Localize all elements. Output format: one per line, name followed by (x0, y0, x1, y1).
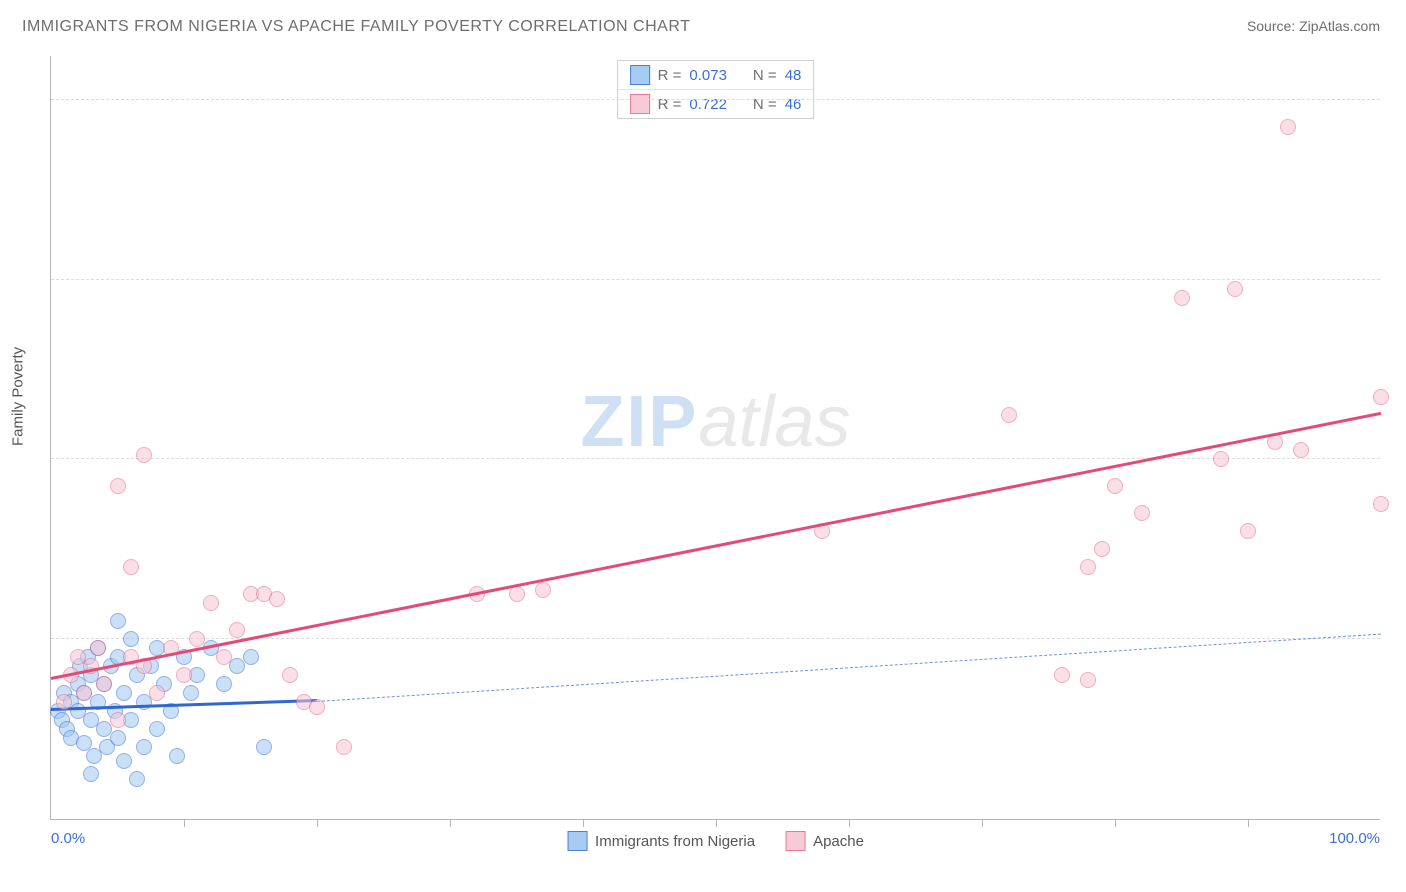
data-point (136, 447, 152, 463)
r-value-0: 0.073 (689, 67, 727, 84)
data-point (123, 631, 139, 647)
series-legend-item-0: Immigrants from Nigeria (567, 831, 755, 851)
data-point (309, 699, 325, 715)
r-label-0: R = (658, 67, 682, 84)
data-point (256, 739, 272, 755)
data-point (336, 739, 352, 755)
series-legend: Immigrants from Nigeria Apache (567, 831, 864, 851)
correlation-chart: IMMIGRANTS FROM NIGERIA VS APACHE FAMILY… (0, 0, 1406, 892)
gridline-h (51, 99, 1380, 100)
source-label: Source: (1247, 18, 1299, 34)
legend-swatch-b0 (567, 831, 587, 851)
stats-legend: R = 0.073 N = 48 R = 0.722 N = 46 (617, 60, 815, 119)
data-point (149, 685, 165, 701)
data-point (1293, 442, 1309, 458)
data-point (189, 631, 205, 647)
data-point (1107, 478, 1123, 494)
data-point (1227, 281, 1243, 297)
data-point (216, 676, 232, 692)
data-point (96, 676, 112, 692)
series-name-0: Immigrants from Nigeria (595, 833, 755, 850)
x-tick-label: 100.0% (1329, 830, 1380, 847)
trend-line (317, 634, 1381, 702)
legend-swatch-1 (630, 94, 650, 114)
data-point (509, 586, 525, 602)
gridline-h (51, 279, 1380, 280)
data-point (1080, 672, 1096, 688)
x-tick (317, 819, 318, 827)
data-point (1001, 407, 1017, 423)
data-point (1373, 496, 1389, 512)
x-tick (184, 819, 185, 827)
legend-swatch-b1 (785, 831, 805, 851)
data-point (1174, 290, 1190, 306)
plot-area: ZIPatlas R = 0.073 N = 48 R = 0.722 N = … (50, 56, 1380, 820)
chart-title: IMMIGRANTS FROM NIGERIA VS APACHE FAMILY… (22, 18, 690, 36)
x-tick (1248, 819, 1249, 827)
data-point (110, 730, 126, 746)
x-tick (982, 819, 983, 827)
data-point (1080, 559, 1096, 575)
data-point (123, 559, 139, 575)
legend-swatch-0 (630, 65, 650, 85)
x-tick (849, 819, 850, 827)
data-point (136, 739, 152, 755)
data-point (1094, 541, 1110, 557)
data-point (110, 613, 126, 629)
gridline-h (51, 458, 1380, 459)
x-tick (450, 819, 451, 827)
data-point (90, 640, 106, 656)
data-point (1213, 451, 1229, 467)
series-name-1: Apache (813, 833, 864, 850)
data-point (203, 595, 219, 611)
series-legend-item-1: Apache (785, 831, 864, 851)
n-label-0: N = (753, 67, 777, 84)
data-point (169, 748, 185, 764)
x-tick (1115, 819, 1116, 827)
data-point (129, 771, 145, 787)
data-point (149, 721, 165, 737)
data-point (116, 685, 132, 701)
x-tick-label: 0.0% (51, 830, 85, 847)
source-name: ZipAtlas.com (1299, 18, 1380, 34)
data-point (216, 649, 232, 665)
watermark-atlas: atlas (698, 382, 850, 462)
data-point (269, 591, 285, 607)
n-value-0: 48 (785, 67, 802, 84)
stats-legend-row-1: R = 0.722 N = 46 (618, 89, 814, 118)
x-tick (583, 819, 584, 827)
data-point (1280, 119, 1296, 135)
y-axis-label: Family Poverty (10, 347, 27, 446)
trend-line (51, 412, 1382, 680)
data-point (76, 685, 92, 701)
data-point (1134, 505, 1150, 521)
data-point (1054, 667, 1070, 683)
source-attribution: Source: ZipAtlas.com (1247, 18, 1380, 34)
x-tick (716, 819, 717, 827)
data-point (229, 622, 245, 638)
data-point (183, 685, 199, 701)
data-point (1240, 523, 1256, 539)
data-point (110, 712, 126, 728)
data-point (116, 753, 132, 769)
data-point (110, 478, 126, 494)
data-point (1373, 389, 1389, 405)
data-point (535, 582, 551, 598)
watermark: ZIPatlas (580, 381, 850, 463)
watermark-zip: ZIP (580, 382, 698, 462)
data-point (83, 766, 99, 782)
data-point (243, 649, 259, 665)
data-point (282, 667, 298, 683)
stats-legend-row-0: R = 0.073 N = 48 (618, 61, 814, 89)
data-point (56, 694, 72, 710)
data-point (176, 667, 192, 683)
